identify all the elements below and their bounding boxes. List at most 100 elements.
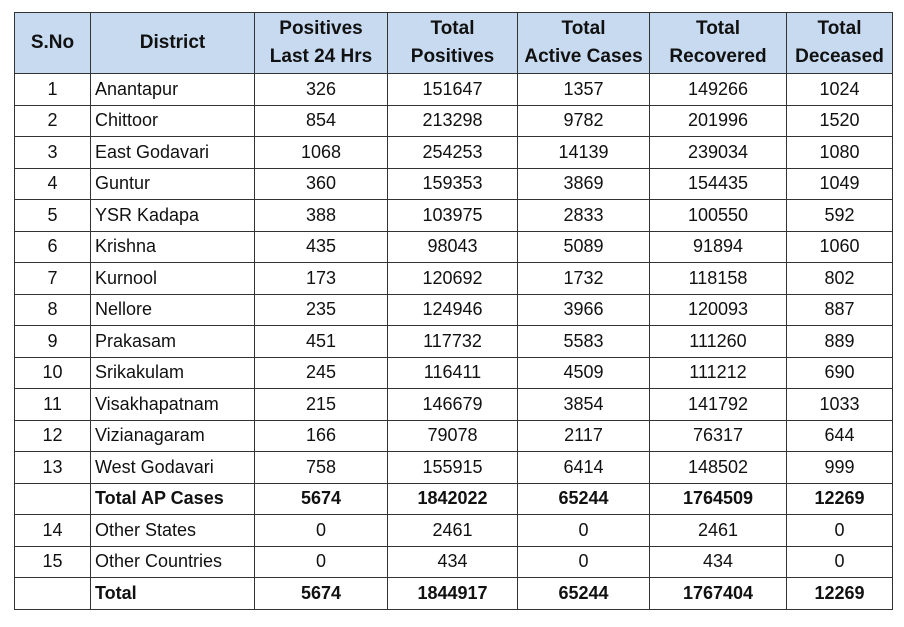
cell-sno: 9 bbox=[14, 325, 91, 358]
cell-total-positives: 116411 bbox=[387, 356, 518, 389]
cell-district: Srikakulam bbox=[90, 356, 255, 389]
header-district: District bbox=[90, 12, 255, 74]
header-line: Positives bbox=[279, 18, 363, 39]
cell-deceased: 1080 bbox=[786, 136, 893, 169]
cell-total-positives: 124946 bbox=[387, 293, 518, 326]
cell-active-cases: 3854 bbox=[517, 388, 650, 421]
cell-sno: 1 bbox=[14, 73, 91, 106]
cell-district: Chittoor bbox=[90, 104, 255, 137]
cell-active-cases: 5583 bbox=[517, 325, 650, 358]
cell-active-cases: 2117 bbox=[517, 419, 650, 452]
cell-recovered: 91894 bbox=[649, 230, 787, 263]
cell-active-cases: 0 bbox=[517, 545, 650, 578]
cell-recovered: 141792 bbox=[649, 388, 787, 421]
header-recovered: Total Recovered bbox=[649, 12, 787, 74]
cell-positives-24h: 235 bbox=[254, 293, 388, 326]
table-row: 6 Krishna 435 98043 5089 91894 1060 bbox=[14, 230, 893, 263]
cell-total-positives: 213298 bbox=[387, 104, 518, 137]
cell-deceased: 690 bbox=[786, 356, 893, 389]
cell-positives-24h: 435 bbox=[254, 230, 388, 263]
table-row: 12 Vizianagaram 166 79078 2117 76317 644 bbox=[14, 419, 893, 452]
table-row: 15 Other Countries 0 434 0 434 0 bbox=[14, 545, 893, 578]
cell-recovered: 149266 bbox=[649, 73, 787, 106]
cell-deceased: 0 bbox=[786, 514, 893, 547]
cell-total-positives: 103975 bbox=[387, 199, 518, 232]
cell-sno: 3 bbox=[14, 136, 91, 169]
covid-district-table-container: S.No District Positives Last 24 Hrs Tota… bbox=[14, 12, 893, 610]
cell-active-cases: 3869 bbox=[517, 167, 650, 200]
header-line: Recovered bbox=[669, 46, 767, 67]
cell-sno: 6 bbox=[14, 230, 91, 263]
table-row: 11 Visakhapatnam 215 146679 3854 141792 1033 bbox=[14, 388, 893, 421]
cell-active-cases: 5089 bbox=[517, 230, 650, 263]
cell-recovered: 201996 bbox=[649, 104, 787, 137]
cell-total-positives: 254253 bbox=[387, 136, 518, 169]
cell-district: Anantapur bbox=[90, 73, 255, 106]
cell-deceased: 1033 bbox=[786, 388, 893, 421]
cell-deceased: 592 bbox=[786, 199, 893, 232]
cell-total-positives: 155915 bbox=[387, 451, 518, 484]
cell-recovered: 239034 bbox=[649, 136, 787, 169]
cell-sno bbox=[14, 577, 91, 610]
cell-recovered: 1764509 bbox=[649, 482, 787, 515]
header-row: S.No District Positives Last 24 Hrs Tota… bbox=[14, 12, 893, 74]
cell-positives-24h: 1068 bbox=[254, 136, 388, 169]
table-row: 3 East Godavari 1068 254253 14139 239034 1080 bbox=[14, 136, 893, 169]
cell-deceased: 644 bbox=[786, 419, 893, 452]
cell-district: Guntur bbox=[90, 167, 255, 200]
header-line: Positives bbox=[410, 46, 495, 67]
cell-active-cases: 3966 bbox=[517, 293, 650, 326]
cell-positives-24h: 5674 bbox=[254, 482, 388, 515]
cell-district: Nellore bbox=[90, 293, 255, 326]
cell-positives-24h: 5674 bbox=[254, 577, 388, 610]
cell-active-cases: 1732 bbox=[517, 262, 650, 295]
cell-active-cases: 6414 bbox=[517, 451, 650, 484]
table-row: 1 Anantapur 326 151647 1357 149266 1024 bbox=[14, 73, 893, 106]
cell-active-cases: 4509 bbox=[517, 356, 650, 389]
header-line: Total bbox=[696, 18, 740, 39]
cell-sno: 12 bbox=[14, 419, 91, 452]
cell-district: Visakhapatnam bbox=[90, 388, 255, 421]
header-line: Deceased bbox=[795, 46, 884, 67]
cell-recovered: 2461 bbox=[649, 514, 787, 547]
cell-deceased: 802 bbox=[786, 262, 893, 295]
header-line: Last 24 Hrs bbox=[269, 46, 373, 67]
cell-recovered: 1767404 bbox=[649, 577, 787, 610]
cell-district: Other States bbox=[90, 514, 255, 547]
cell-active-cases: 14139 bbox=[517, 136, 650, 169]
cell-district: West Godavari bbox=[90, 451, 255, 484]
cell-district: Kurnool bbox=[90, 262, 255, 295]
cell-active-cases: 65244 bbox=[517, 577, 650, 610]
cell-district: Total bbox=[90, 577, 255, 610]
cell-positives-24h: 451 bbox=[254, 325, 388, 358]
cell-district: Prakasam bbox=[90, 325, 255, 358]
cell-recovered: 154435 bbox=[649, 167, 787, 200]
cell-positives-24h: 166 bbox=[254, 419, 388, 452]
header-line: Total bbox=[430, 18, 475, 39]
table-row: 10 Srikakulam 245 116411 4509 111212 690 bbox=[14, 356, 893, 389]
cell-total-positives: 79078 bbox=[387, 419, 518, 452]
cell-positives-24h: 0 bbox=[254, 514, 388, 547]
table-row: 9 Prakasam 451 117732 5583 111260 889 bbox=[14, 325, 893, 358]
cell-total-positives: 434 bbox=[387, 545, 518, 578]
cell-district: Other Countries bbox=[90, 545, 255, 578]
table-row: 14 Other States 0 2461 0 2461 0 bbox=[14, 514, 893, 547]
cell-total-positives: 1844917 bbox=[387, 577, 518, 610]
cell-sno: 11 bbox=[14, 388, 91, 421]
cell-recovered: 118158 bbox=[649, 262, 787, 295]
cell-sno bbox=[14, 482, 91, 515]
cell-total-positives: 120692 bbox=[387, 262, 518, 295]
cell-positives-24h: 215 bbox=[254, 388, 388, 421]
cell-deceased: 999 bbox=[786, 451, 893, 484]
header-positives-24h: Positives Last 24 Hrs bbox=[254, 12, 388, 74]
cell-recovered: 434 bbox=[649, 545, 787, 578]
cell-recovered: 100550 bbox=[649, 199, 787, 232]
cell-active-cases: 2833 bbox=[517, 199, 650, 232]
cell-recovered: 111260 bbox=[649, 325, 787, 358]
cell-deceased: 12269 bbox=[786, 482, 893, 515]
header-active-cases: Total Active Cases bbox=[517, 12, 650, 74]
cell-sno: 4 bbox=[14, 167, 91, 200]
cell-sno: 5 bbox=[14, 199, 91, 232]
cell-district: Krishna bbox=[90, 230, 255, 263]
cell-positives-24h: 173 bbox=[254, 262, 388, 295]
